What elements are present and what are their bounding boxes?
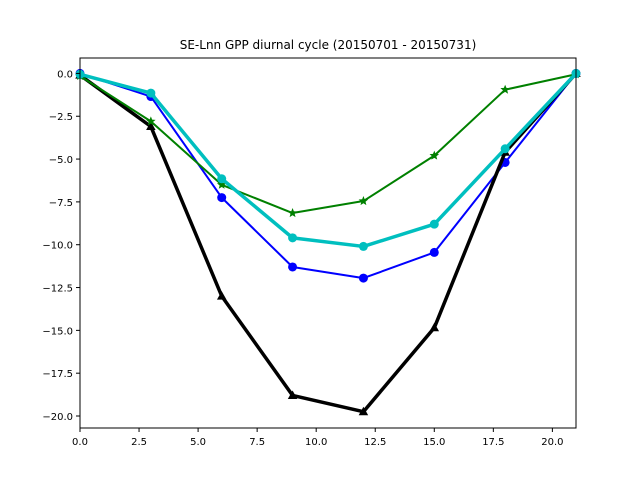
data-point	[429, 150, 440, 160]
data-point	[288, 262, 298, 272]
data-point	[358, 196, 369, 206]
data-point	[429, 322, 440, 332]
data-point	[216, 291, 227, 300]
x-axis: 0.0 2.5 5.0 7.5 10.0 12.5 15.0 17.5 20.0	[72, 428, 564, 448]
data-point	[146, 88, 156, 98]
data-point	[287, 390, 298, 399]
series-line	[79, 73, 577, 215]
y-tick-label: −12.5	[42, 284, 73, 295]
y-axis: 0.0 −2.5 −5.0 −7.5 −10.0 −12.5 −15.0 −17.5 −20.0	[42, 69, 80, 423]
data-point	[287, 208, 298, 218]
axes-frame	[79, 57, 577, 429]
data-point	[358, 273, 368, 283]
series-0	[75, 68, 581, 283]
series-line	[79, 72, 577, 280]
data-point	[500, 84, 510, 94]
y-tick-label: −15.0	[42, 326, 73, 337]
x-tick-label: 10.0	[305, 437, 327, 448]
series-3	[75, 68, 581, 251]
y-tick-label: −5.0	[49, 155, 73, 166]
y-tick-label: −20.0	[42, 412, 73, 423]
chart-title: SE-Lnn GPP diurnal cycle (20150701 - 201…	[180, 38, 477, 52]
series-line	[78, 72, 578, 414]
data-point	[429, 219, 439, 229]
series-line	[79, 72, 578, 249]
y-tick-label: 0.0	[57, 69, 73, 80]
data-point	[500, 144, 510, 154]
y-tick-label: −2.5	[49, 112, 73, 123]
data-point	[429, 247, 439, 257]
data-point	[358, 406, 369, 416]
data-point	[217, 193, 227, 203]
x-tick-label: 2.5	[131, 437, 147, 448]
x-tick-label: 0.0	[72, 437, 88, 448]
x-tick-label: 5.0	[190, 437, 206, 448]
x-tick-label: 15.0	[423, 437, 445, 448]
x-tick-label: 7.5	[249, 437, 265, 448]
x-tick-label: 12.5	[364, 437, 386, 448]
data-point	[146, 121, 156, 131]
series-layer	[75, 68, 581, 416]
data-point	[217, 174, 227, 184]
x-tick-label: 17.5	[482, 437, 504, 448]
y-tick-label: −7.5	[49, 198, 73, 209]
data-point	[288, 233, 298, 243]
data-point	[216, 179, 227, 189]
y-tick-label: −17.5	[42, 369, 73, 380]
data-point	[146, 116, 156, 126]
data-point	[358, 241, 368, 251]
y-tick-label: −10.0	[42, 241, 73, 252]
x-tick-label: 20.0	[541, 437, 563, 448]
